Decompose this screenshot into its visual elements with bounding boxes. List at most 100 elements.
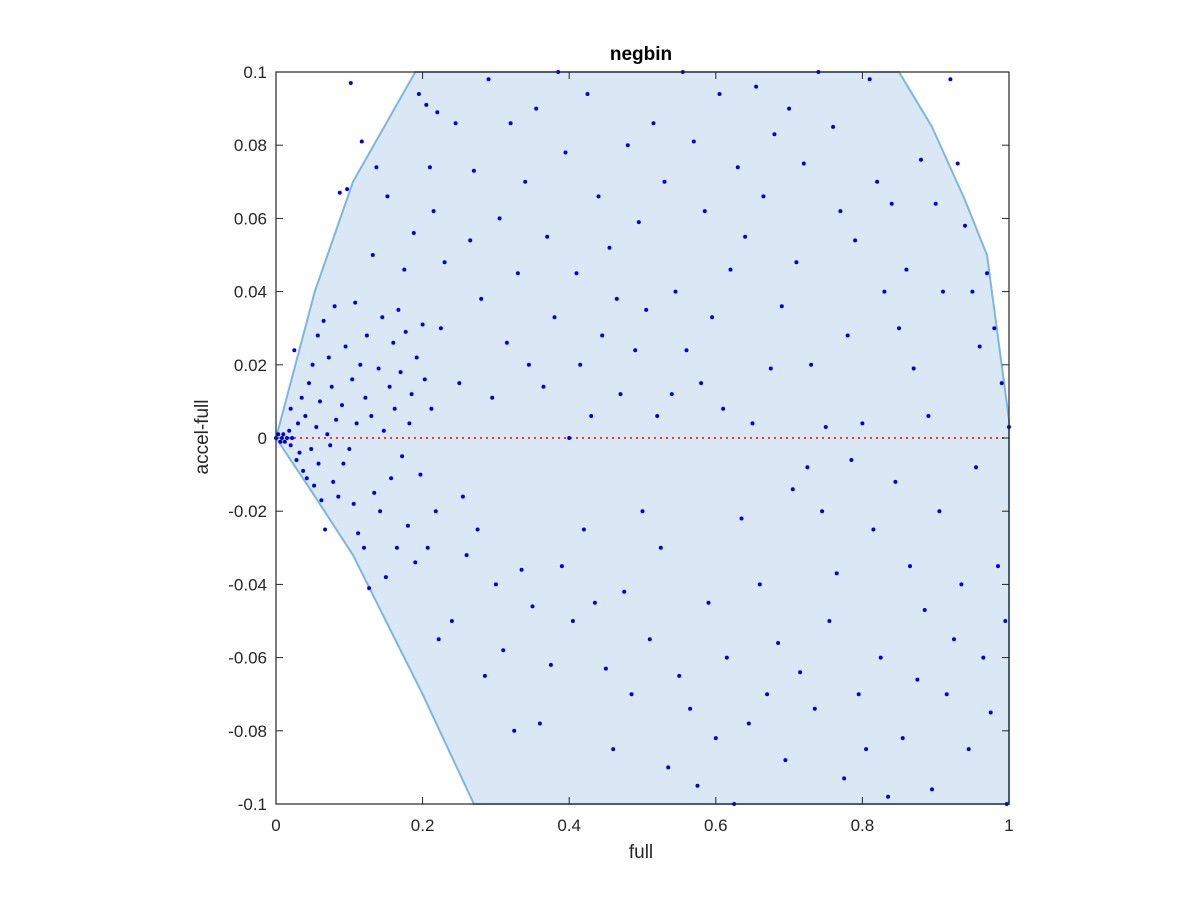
data-point: [523, 179, 528, 184]
data-point: [347, 447, 352, 451]
data-point: [622, 589, 627, 594]
data-point: [282, 439, 287, 444]
data-point: [482, 673, 487, 678]
data-point: [955, 161, 960, 166]
data-point: [684, 348, 689, 353]
data-point: [886, 794, 891, 799]
x-tick-label: 0.4: [557, 816, 581, 835]
data-point: [922, 608, 927, 612]
data-point: [611, 747, 616, 752]
data-point: [307, 381, 311, 386]
data-point: [278, 439, 283, 444]
data-point: [904, 267, 909, 272]
data-point: [545, 234, 550, 239]
data-point: [743, 234, 748, 239]
data-point: [798, 670, 803, 675]
data-point: [563, 150, 568, 155]
data-point: [750, 421, 755, 426]
data-point: [376, 366, 381, 371]
data-point: [501, 648, 506, 653]
data-point: [457, 381, 462, 386]
data-point: [996, 564, 1000, 569]
data-point: [359, 139, 364, 144]
data-point: [378, 509, 383, 514]
data-point: [343, 344, 348, 349]
data-point: [436, 637, 441, 642]
data-point: [431, 209, 436, 214]
plot-area: [274, 70, 1011, 806]
data-point: [655, 414, 660, 418]
data-point: [392, 406, 397, 411]
data-point: [387, 384, 392, 389]
y-tick-label: 0: [258, 429, 267, 448]
data-point: [919, 157, 923, 162]
data-point: [823, 425, 828, 429]
data-point: [625, 143, 630, 148]
data-point: [332, 304, 337, 309]
data-point: [292, 348, 297, 353]
data-point: [310, 362, 315, 367]
y-tick-label: -0.08: [228, 722, 267, 741]
data-point: [369, 414, 374, 418]
data-point: [875, 179, 880, 184]
data-point: [288, 443, 293, 448]
data-point: [805, 465, 810, 470]
data-point: [372, 490, 377, 495]
data-point: [552, 315, 557, 320]
data-point: [699, 381, 704, 386]
y-tick-label: -0.04: [228, 575, 267, 594]
data-point: [706, 600, 711, 605]
data-point: [570, 619, 575, 623]
data-point: [486, 77, 491, 82]
data-point: [353, 300, 358, 305]
data-point: [941, 289, 945, 294]
data-point: [315, 333, 320, 338]
y-axis-ticks: -0.1 -0.08 -0.06 -0.04 -0.02 0 0.02 0.04 0.06 0.0…: [228, 63, 1009, 814]
data-point: [309, 447, 314, 451]
data-point: [614, 296, 619, 301]
data-point: [717, 92, 722, 96]
data-point: [559, 564, 564, 569]
data-point: [321, 318, 326, 323]
data-point: [389, 476, 394, 481]
data-point: [340, 403, 344, 408]
data-point: [673, 289, 678, 294]
data-point: [354, 421, 359, 426]
data-point: [490, 395, 495, 400]
data-point: [351, 501, 356, 506]
data-point: [644, 307, 649, 312]
data-point: [765, 692, 770, 697]
data-point: [534, 106, 539, 111]
data-point: [754, 84, 759, 89]
data-point: [319, 498, 324, 503]
data-point: [974, 465, 978, 470]
data-point: [589, 414, 594, 418]
y-axis-label: accel-full: [192, 400, 213, 475]
data-point: [429, 406, 434, 411]
y-tick-label: 0.08: [234, 136, 267, 155]
x-axis-label: full: [629, 842, 653, 863]
data-point: [856, 692, 861, 697]
data-point: [475, 527, 480, 532]
data-point: [396, 307, 401, 312]
data-point: [403, 329, 408, 334]
data-point: [944, 692, 949, 697]
data-point: [276, 432, 281, 437]
data-point: [977, 344, 982, 349]
data-point: [757, 582, 762, 587]
data-point: [721, 406, 726, 411]
data-point: [374, 165, 379, 170]
data-point: [809, 362, 814, 367]
data-point: [952, 637, 956, 642]
data-point: [449, 619, 454, 623]
x-tick-label: 0.6: [704, 816, 728, 835]
data-point: [787, 106, 792, 111]
data-point: [394, 545, 399, 550]
data-point: [497, 216, 502, 221]
data-point: [761, 194, 766, 199]
data-point: [937, 509, 942, 514]
data-point: [424, 102, 429, 107]
data-point: [647, 637, 652, 642]
data-point: [323, 527, 328, 532]
